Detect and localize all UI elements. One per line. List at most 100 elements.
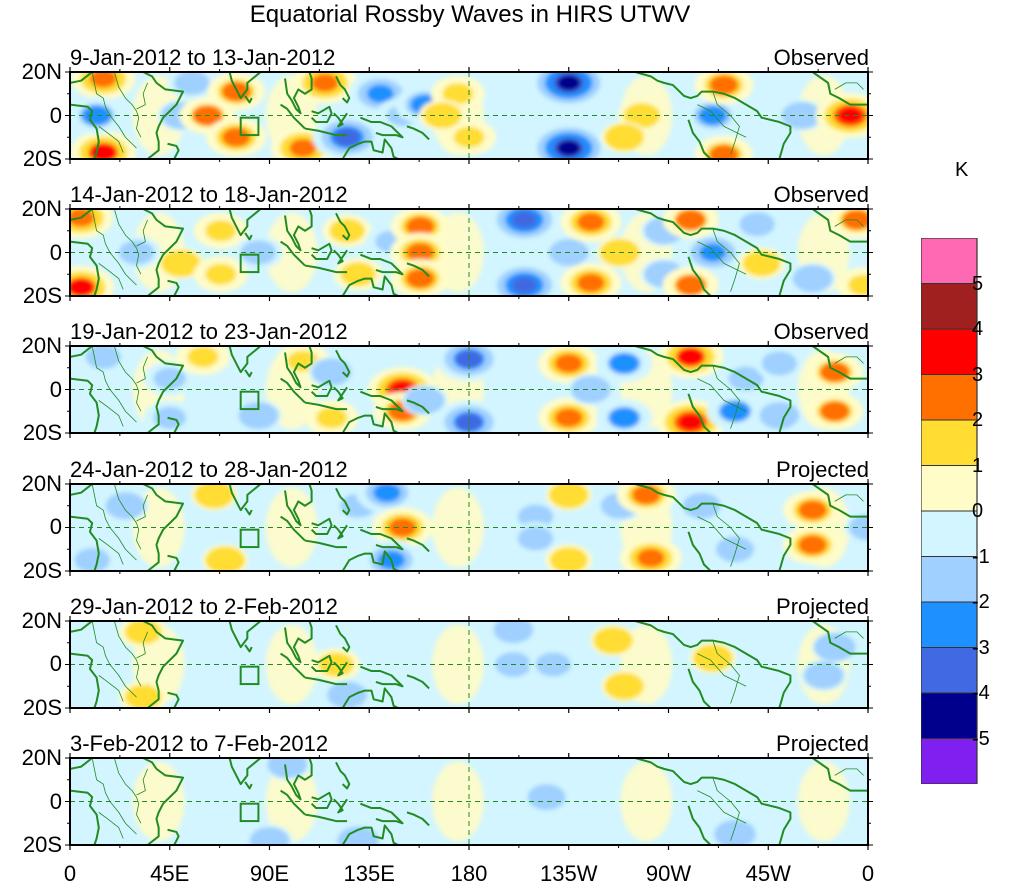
y-tick-label: 0 [49,651,62,677]
colorbar-swatch [921,601,978,648]
coastline [280,103,306,130]
anomaly-contour [820,401,850,422]
coastline [167,142,180,159]
panel-map-1 [65,67,873,164]
anomaly-contour [693,644,733,672]
colorbar-swatch [921,283,978,330]
anomaly-contour [105,491,146,519]
anomaly-contour [493,620,534,643]
anomaly-contour [373,483,401,502]
coastline [304,813,348,823]
coastline [70,652,100,708]
anomaly-contour [720,401,750,422]
country-border [697,653,747,687]
coastline [167,691,180,708]
coastline [244,781,253,790]
coastline [280,240,306,267]
reference-box [239,802,260,823]
coastline [284,72,313,115]
anomaly-contour [709,75,739,95]
country-border [91,758,137,835]
anomaly-contour [194,483,234,508]
country-border [697,104,747,138]
colorbar-swatch [921,374,978,421]
anomaly-contour [556,140,581,157]
country-border [712,365,740,430]
coastline [228,758,262,786]
coastline [812,346,868,381]
country-border [834,356,864,365]
coastline [341,138,399,159]
panel-status-2: Observed [773,182,869,208]
y-tick-label: 0 [49,514,62,540]
country-border [113,209,142,275]
country-border [834,494,864,502]
anomaly-contour [813,632,856,662]
anomaly-contour [311,73,339,92]
anomaly-contour [442,83,474,105]
reference-box [239,253,260,274]
anomaly-contour [677,348,704,367]
coastline [812,620,868,655]
colorbar-label: 2 [972,409,984,431]
anomaly-contour [820,362,850,383]
coastline [244,369,253,378]
anomaly-contour [682,492,721,519]
reference-box [239,528,260,548]
country-border [113,483,142,550]
colorbar-label: 5 [972,272,984,295]
country-border [136,357,148,384]
anomaly-contour [848,274,868,296]
anomaly-contour [388,517,417,537]
coastline [406,125,430,141]
coastline [634,72,792,159]
reference-box [239,391,260,411]
anomaly-contour [222,127,251,147]
anomaly-contour [577,273,605,293]
y-tick-label: 20N [21,59,62,84]
country-border [712,503,740,567]
reference-box [239,116,260,137]
panel-status-4: Projected [776,456,869,482]
colorbar-swatch [921,510,978,557]
coastline [244,506,253,516]
colorbar-label: -4 [972,682,990,704]
coastline [280,789,306,816]
coastline [280,515,306,541]
y-tick-label: 20S [22,146,62,171]
colorbar-label: 1 [972,454,984,477]
coastline [360,116,404,139]
x-tick-label: 180 [450,861,488,886]
y-tick-label: 20N [21,333,62,359]
coastline [310,517,333,535]
colorbar-swatch [921,419,978,466]
country-border [113,620,142,687]
coastline [335,75,351,104]
field-blob [132,761,185,842]
country-border [91,483,137,561]
colorbar-swatch [921,692,978,739]
anomaly-contour [535,652,571,677]
colorbar-label: 3 [972,363,984,386]
country-border [113,72,142,138]
anomaly-contour [205,263,237,285]
coastline [687,119,712,159]
x-tick-label: 0 [861,861,875,886]
panel-title-5: 29-Jan-2012 to 2-Feb-2012 [70,593,338,619]
panel-map-5 [65,615,873,713]
coastline [70,240,100,297]
coastline [70,515,100,571]
country-border [98,263,124,290]
anomaly-contour [517,504,554,529]
anomaly-contour [849,514,868,541]
anomaly-contour [554,354,583,374]
country-border [697,378,747,412]
anomaly-contour [153,368,186,391]
coastline [310,105,333,124]
y-tick-label: 20S [22,420,62,446]
x-tick-label: 0 [63,861,77,886]
coastline [687,531,712,571]
y-tick-label: 0 [49,376,62,402]
anomaly-contour [511,211,537,229]
coastline [244,644,253,653]
